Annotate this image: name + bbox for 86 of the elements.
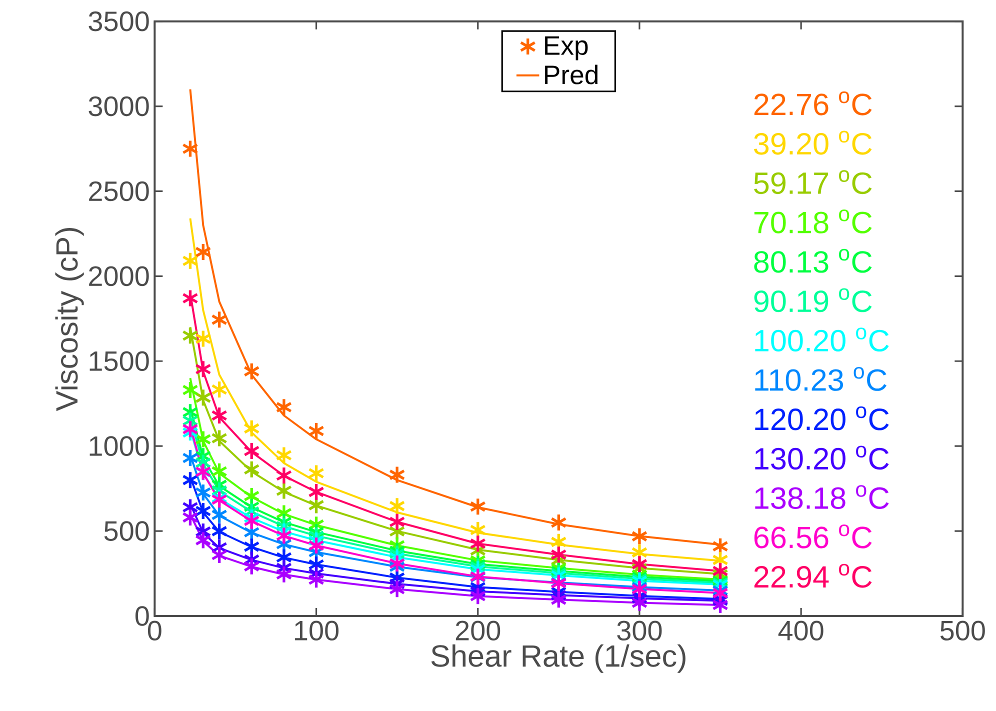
point <box>211 406 228 426</box>
annotation: 70.18 $^{o}$C <box>754 210 872 234</box>
point <box>550 513 567 532</box>
point <box>211 310 228 330</box>
y-tick-label: 1500 <box>90 351 149 372</box>
point <box>182 380 198 400</box>
point <box>182 289 198 308</box>
point <box>308 482 325 502</box>
point <box>243 512 260 530</box>
annotation: 66.56 $^{o}$C <box>754 524 872 549</box>
point <box>276 482 292 500</box>
point <box>550 590 567 610</box>
point <box>388 512 406 532</box>
point <box>388 466 406 484</box>
annotation: 100.20 $^{o}$C <box>755 328 889 352</box>
point <box>243 362 260 381</box>
point <box>182 326 198 346</box>
x-tick-label: 100 <box>295 620 339 641</box>
y-tick-label: 500 <box>104 521 149 542</box>
point <box>243 419 260 438</box>
point <box>243 442 260 461</box>
point <box>276 565 292 584</box>
annotation: 130.20 $^{o}$C <box>755 446 889 470</box>
point <box>276 398 292 417</box>
point <box>470 586 486 606</box>
point <box>182 470 198 490</box>
point <box>194 531 212 550</box>
point <box>308 570 325 590</box>
point <box>243 460 260 479</box>
annotation: 22.76 $^{o}$C <box>754 92 872 116</box>
y-tick-label: 1000 <box>90 436 149 456</box>
legend-label: Pred <box>545 64 598 84</box>
y-axis-title: Viscosity (cP) <box>55 228 84 412</box>
annotation: 120.20 $^{o}$C <box>755 406 889 430</box>
y-tick-label: 2500 <box>89 181 149 202</box>
point <box>211 522 228 541</box>
point <box>211 429 228 448</box>
point <box>182 420 198 439</box>
point <box>276 526 292 546</box>
annotation: 110.23 $^{o}$C <box>755 367 886 392</box>
point <box>631 555 648 574</box>
x-tick-label: 400 <box>778 620 824 641</box>
point <box>194 388 212 408</box>
point <box>194 242 212 262</box>
point <box>182 448 198 468</box>
y-tick-label: 3000 <box>88 96 149 116</box>
point <box>243 557 260 576</box>
point <box>182 252 198 270</box>
annotation: 80.13 $^{o}$C <box>754 249 872 273</box>
legend-label: Exp <box>545 36 588 60</box>
point <box>308 536 325 555</box>
point <box>194 330 212 348</box>
point <box>631 527 648 546</box>
annotation: 90.19 $^{o}$C <box>754 288 872 312</box>
point <box>388 580 406 599</box>
point <box>194 502 212 520</box>
point <box>211 546 228 564</box>
annotation: 59.17 $^{o}$C <box>754 170 872 194</box>
annotation: 39.20 $^{o}$C <box>754 130 872 155</box>
point <box>211 380 228 400</box>
x-tick-label: 200 <box>456 620 500 641</box>
point <box>388 554 406 573</box>
point <box>276 446 292 465</box>
y-tick-label: 0 <box>135 606 149 626</box>
point <box>194 483 212 502</box>
point <box>182 508 198 527</box>
point <box>470 497 486 516</box>
point <box>308 422 325 440</box>
y-tick-label: 3500 <box>88 12 149 32</box>
x-tick-label: 0 <box>148 620 162 641</box>
point <box>388 496 406 516</box>
annotation: 138.18 $^{o}$C <box>755 485 889 510</box>
point <box>550 545 567 564</box>
point <box>211 506 228 524</box>
annotation: 22.94 $^{o}$C <box>754 564 872 588</box>
point <box>194 360 212 379</box>
x-tick-label: 500 <box>940 620 985 641</box>
y-tick-label: 2000 <box>89 266 149 286</box>
point <box>276 466 292 485</box>
point <box>308 464 325 483</box>
x-tick-label: 300 <box>617 620 662 641</box>
x-axis-title: Shear Rate (1/sec) <box>431 644 686 674</box>
point <box>182 140 198 158</box>
point <box>470 534 486 554</box>
point <box>194 430 212 449</box>
point <box>712 562 729 580</box>
